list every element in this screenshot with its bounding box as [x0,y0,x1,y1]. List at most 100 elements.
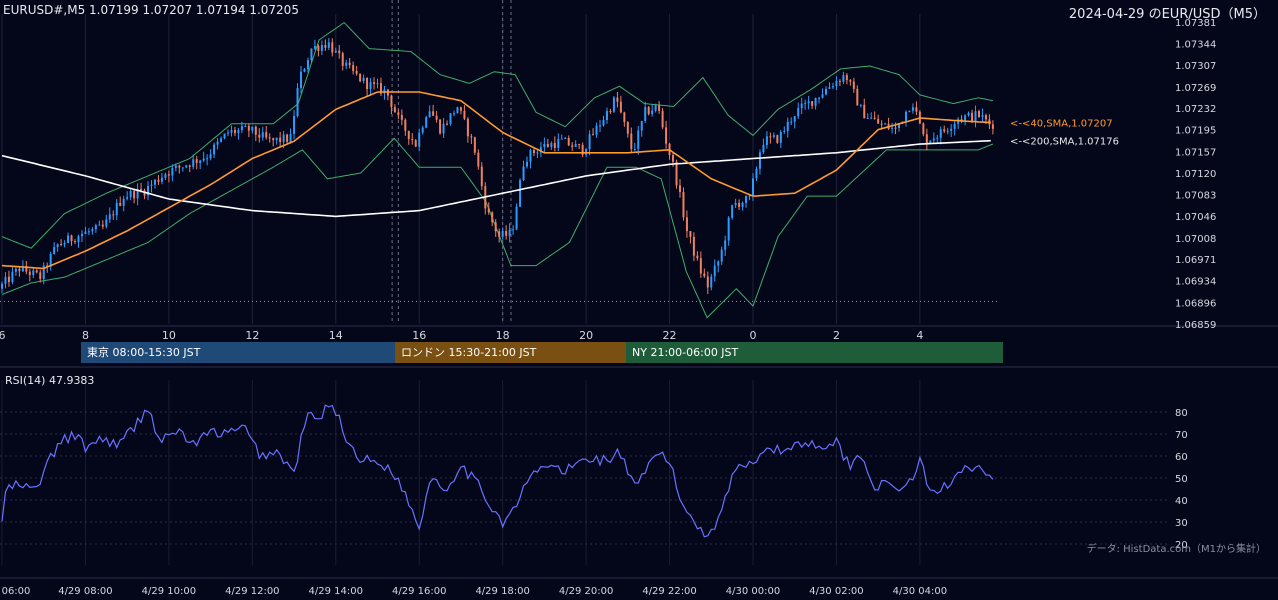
candle-body [571,145,574,147]
candle-body [564,138,567,140]
candle-body [164,174,167,178]
candle-body [56,244,59,248]
candle-body [526,161,529,167]
session-tokyo: 東京 08:00-15:30 JST [81,342,395,363]
candle-body [331,42,334,53]
candle-body [619,101,622,113]
candle-body [915,107,918,112]
candle-body [282,134,285,142]
candle-body [470,136,473,138]
rsi-time-tick-label: 4/29 20:00 [559,586,613,597]
candle-body [720,249,723,262]
candle-body [366,77,369,90]
rsi-time-tick-label: 4/29 10:00 [142,586,196,597]
candle-body [595,125,598,135]
candle-body [637,130,640,149]
candle-body [439,119,442,134]
price-tick-label: 1.07195 [1175,126,1216,137]
candle-body [247,126,250,131]
candle-body [147,185,150,196]
candle-body [310,48,313,61]
candle-body [91,229,94,232]
chart-title: 2024-04-29 のEUR/USD（M5） [1068,7,1266,22]
candle-body [18,268,21,272]
candle-body [115,202,118,216]
price-tick-label: 1.07381 [1175,18,1216,29]
candle-body [258,134,261,138]
candle-body [818,97,821,99]
rsi-tick-label: 30 [1175,518,1188,529]
candle-body [216,141,219,145]
candle-body [929,140,932,145]
candle-body [327,42,330,48]
candle-body [293,116,296,135]
candle-body [452,113,455,115]
candle-body [390,95,393,108]
rsi-time-tick-label: 4/29 22:00 [642,586,696,597]
candle-body [543,143,546,148]
candle-body [341,53,344,66]
candle-body [7,276,10,282]
candle-body [122,198,125,206]
candle-body [320,45,323,51]
price-tick-label: 1.07083 [1175,190,1216,201]
candle-body [501,231,504,237]
time-tick-label: 2 [833,329,840,342]
time-tick-label: 18 [496,329,510,342]
candle-body [856,88,859,106]
candle-body [112,214,115,216]
candle-body [804,103,807,105]
candle-body [873,117,876,119]
candle-body [612,97,615,112]
candle-body [866,117,869,119]
bollinger-lower [1,137,994,319]
candle-body [174,165,177,169]
candle-body [167,174,170,176]
candle-body [939,129,942,138]
rsi-time-tick-label: 4/29 08:00 [58,586,112,597]
candle-body [206,158,209,160]
candle-body [852,81,855,89]
rsi-time-tick-label: 4/30 00:00 [726,586,780,597]
candle-body [4,276,7,284]
price-axis: 1.07381 1.07344 1.07307 1.07269 1.07232 1.071… [1175,18,1216,331]
time-axis: 6 06:00 8 4/29 08:00 10 4/29 10:00 12 4/29 12:0… [0,329,947,597]
candle-body [953,123,956,129]
candle-body [585,149,588,155]
price-tick-label: 1.07344 [1175,39,1216,50]
candle-body [477,152,480,167]
session-newyork: NY 21:00-06:00 JST [626,342,1003,363]
candle-body [689,231,692,237]
price-tick-label: 1.06934 [1175,277,1216,288]
candle-body [213,144,216,155]
candle-body [685,217,688,232]
candle-body [84,231,87,234]
rsi-time-tick-label: 4/29 18:00 [475,586,529,597]
candle-body [567,138,570,146]
candle-body [63,243,66,245]
candle-body [831,86,834,88]
candle-body [647,107,650,115]
time-tick-label: 12 [245,329,259,342]
candle-body [480,166,483,187]
candle-body [752,178,754,196]
candle-body [449,113,452,124]
candle-body [463,110,466,119]
candle-body [755,168,758,179]
candle-body [153,179,156,185]
candle-body [254,126,257,135]
candle-body [428,111,431,117]
candle-body [491,212,494,223]
candle-body [202,158,205,161]
candle-body [223,133,226,139]
candle-body [884,123,887,125]
candle-body [334,50,337,53]
rsi-time-tick-label: 06:00 [2,586,31,597]
sma40-line [1,91,991,270]
time-tick-label: 14 [329,329,343,342]
time-tick-label: 10 [162,329,176,342]
candle-body [661,110,664,128]
candle-body [338,50,341,54]
time-tick-label: 16 [412,329,426,342]
